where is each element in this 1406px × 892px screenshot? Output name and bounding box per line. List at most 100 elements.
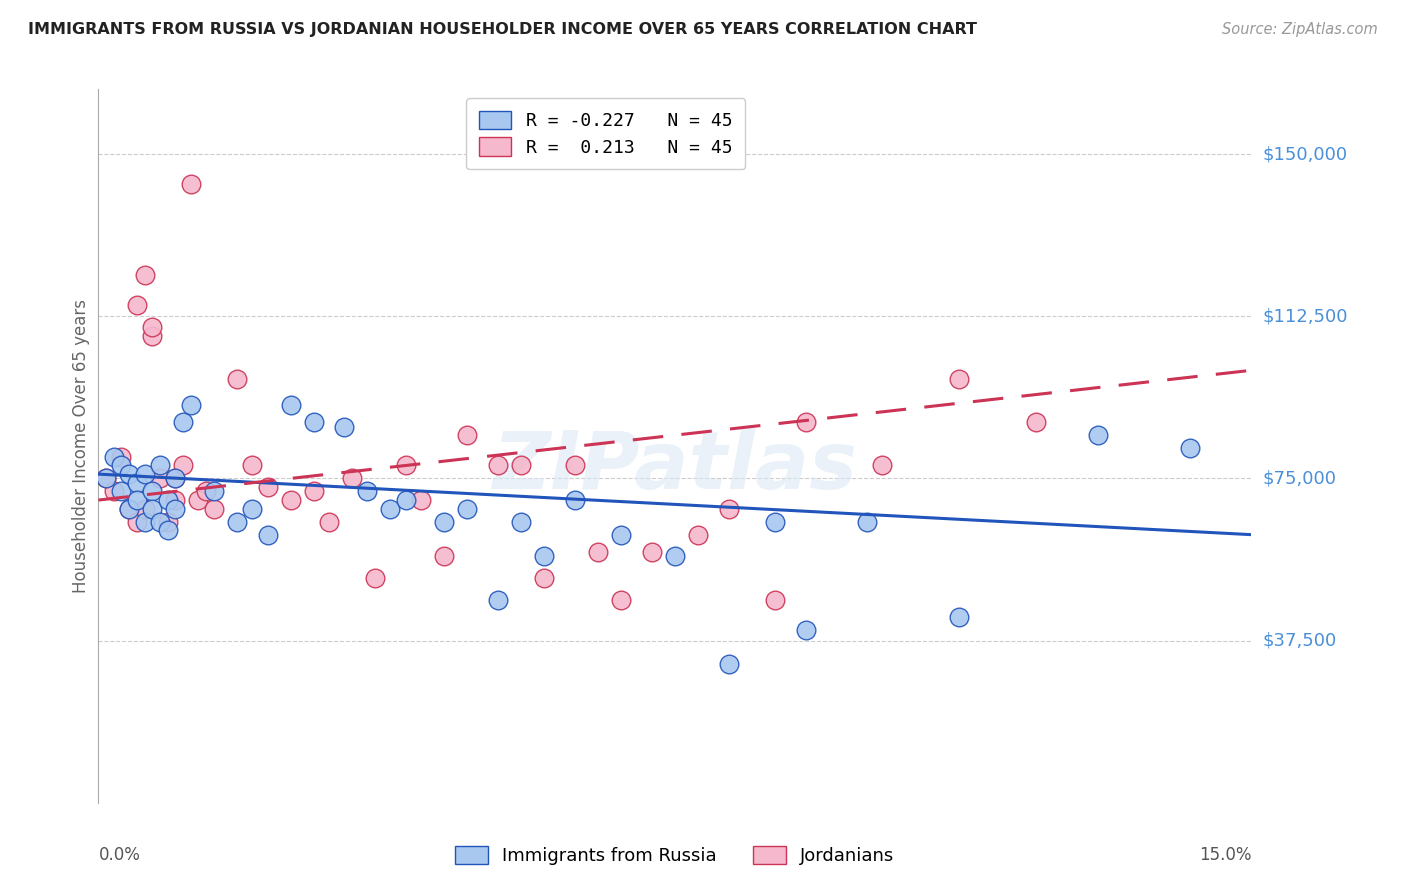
Point (486, 592, 509, 607)
Point (103, 484, 125, 499)
Point (180, 178, 202, 192)
Point (94, 471, 117, 485)
Point (856, 515, 879, 529)
Point (763, 592, 786, 607)
Point (110, 484, 132, 499)
Point (225, 515, 247, 529)
Point (141, 320, 163, 334)
Point (149, 515, 172, 529)
Point (141, 501, 163, 516)
Point (533, 549, 555, 564)
Point (110, 458, 132, 473)
Point (156, 524, 179, 538)
Point (195, 484, 218, 499)
Point (948, 610, 970, 624)
Point (180, 398, 202, 412)
Point (94, 471, 117, 485)
Point (202, 484, 225, 499)
Point (794, 623, 817, 637)
Point (564, 493, 586, 508)
Point (118, 501, 141, 516)
Point (256, 527, 278, 541)
Point (1025, 415, 1047, 429)
Point (1087, 428, 1109, 442)
Text: 15.0%: 15.0% (1199, 846, 1251, 863)
Point (149, 471, 172, 485)
Point (717, 501, 740, 516)
Point (364, 571, 387, 585)
Point (118, 501, 141, 516)
Point (172, 458, 194, 473)
Point (510, 458, 533, 473)
Point (165, 493, 187, 508)
Point (125, 493, 148, 508)
Point (395, 493, 418, 508)
Point (256, 480, 278, 494)
Point (240, 458, 263, 473)
Point (302, 484, 325, 499)
Text: $37,500: $37,500 (1263, 632, 1337, 649)
Point (356, 484, 378, 499)
Point (763, 515, 786, 529)
Y-axis label: Householder Income Over 65 years: Householder Income Over 65 years (72, 299, 90, 593)
Point (664, 549, 686, 564)
Point (610, 592, 633, 607)
Point (717, 657, 740, 672)
Point (333, 419, 356, 434)
Point (225, 372, 247, 386)
Point (486, 458, 509, 473)
Text: $150,000: $150,000 (1263, 145, 1348, 163)
Point (110, 450, 132, 464)
Point (187, 493, 209, 508)
Point (134, 467, 156, 482)
Text: Source: ZipAtlas.com: Source: ZipAtlas.com (1222, 22, 1378, 37)
Point (395, 458, 418, 473)
Point (433, 549, 456, 564)
Point (872, 458, 894, 473)
Point (1178, 441, 1201, 455)
Point (794, 415, 817, 429)
Point (103, 450, 125, 464)
Point (948, 372, 970, 386)
Point (340, 471, 363, 485)
Point (456, 428, 478, 442)
Point (165, 471, 187, 485)
Point (564, 458, 586, 473)
Point (202, 501, 225, 516)
Point (302, 415, 325, 429)
Point (125, 515, 148, 529)
Point (610, 527, 633, 541)
Point (172, 415, 194, 429)
Point (125, 298, 148, 312)
Point (456, 501, 478, 516)
Point (125, 475, 148, 490)
Point (134, 515, 156, 529)
Point (156, 515, 179, 529)
Point (318, 515, 340, 529)
Point (510, 515, 533, 529)
Point (165, 501, 187, 516)
Text: $112,500: $112,500 (1263, 307, 1348, 326)
Point (641, 545, 664, 559)
Point (141, 484, 163, 499)
Legend: Immigrants from Russia, Jordanians: Immigrants from Russia, Jordanians (449, 838, 901, 872)
Point (156, 493, 179, 508)
Point (411, 493, 433, 508)
Point (134, 268, 156, 282)
Point (586, 545, 609, 559)
Point (433, 515, 456, 529)
Point (280, 398, 302, 412)
Point (533, 571, 555, 585)
Point (380, 501, 402, 516)
Text: $75,000: $75,000 (1263, 469, 1337, 487)
Text: 0.0%: 0.0% (98, 846, 141, 863)
Point (686, 527, 709, 541)
Point (280, 493, 302, 508)
Text: ZIPatlas: ZIPatlas (492, 428, 858, 507)
Point (118, 467, 141, 482)
Point (141, 328, 163, 343)
Point (134, 501, 156, 516)
Point (240, 501, 263, 516)
Text: IMMIGRANTS FROM RUSSIA VS JORDANIAN HOUSEHOLDER INCOME OVER 65 YEARS CORRELATION: IMMIGRANTS FROM RUSSIA VS JORDANIAN HOUS… (28, 22, 977, 37)
Point (149, 458, 172, 473)
